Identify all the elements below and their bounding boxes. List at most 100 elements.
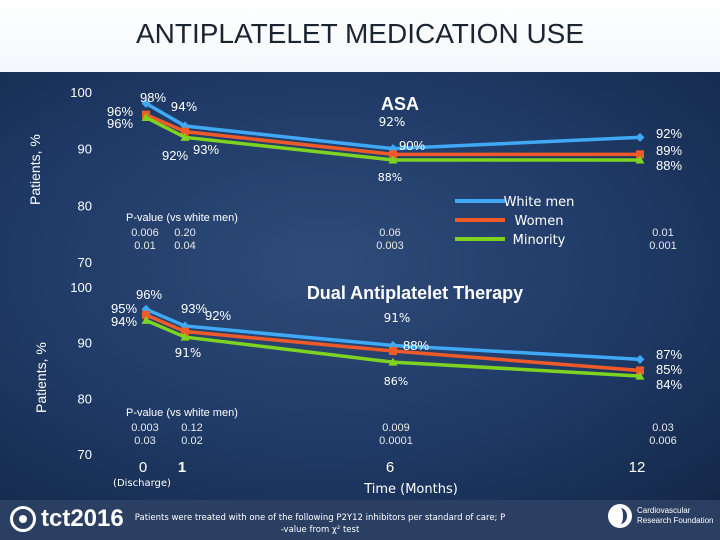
- series-line: [145, 307, 641, 362]
- data-label: 88%: [403, 338, 429, 353]
- pvalue-minority: 0.003: [376, 240, 404, 252]
- data-point: [141, 315, 151, 324]
- series-line: [145, 318, 641, 378]
- legend-label: Women: [515, 214, 564, 229]
- data-label: 89%: [656, 143, 682, 158]
- data-point: [388, 155, 398, 164]
- pvalue-women: 0.06: [379, 227, 400, 239]
- data-label: 92%: [162, 148, 188, 163]
- footer: [0, 500, 720, 540]
- data-label: 96%: [136, 287, 162, 302]
- data-label: 84%: [656, 377, 682, 392]
- pvalue-minority: 0.001: [649, 240, 677, 252]
- footnote: Patients were treated with one of the fo…: [110, 512, 530, 536]
- crf-logo-text: Cardiovascular Research Foundation: [637, 506, 714, 525]
- data-label: 96%: [107, 116, 133, 131]
- pvalue-minority: 0.01: [134, 240, 155, 252]
- pvalue-header: P-value (vs white men): [126, 212, 238, 224]
- x-tick-label: 1: [178, 459, 186, 476]
- x-tick-label: 12: [629, 459, 646, 476]
- data-label: 91%: [384, 311, 411, 325]
- data-point: [635, 132, 645, 142]
- data-label: 93%: [181, 301, 207, 316]
- data-label: 91%: [175, 346, 202, 360]
- data-point: [180, 132, 190, 141]
- data-point: [389, 150, 397, 159]
- data-label: 88%: [656, 158, 682, 173]
- data-label: 98%: [140, 90, 166, 105]
- data-label: 92%: [379, 115, 406, 129]
- pvalue-women: 0.003: [131, 422, 159, 434]
- pvalue-women: 0.12: [181, 422, 202, 434]
- pvalue-minority: 0.04: [174, 240, 195, 252]
- data-point: [180, 332, 190, 341]
- y-tick-label: 90: [78, 142, 92, 157]
- y-axis-title: Patients, %: [33, 342, 49, 413]
- pvalue-minority: 0.02: [181, 435, 202, 447]
- header-band: [0, 0, 720, 72]
- x-tick-label: 0: [139, 459, 147, 476]
- data-label: 92%: [656, 126, 682, 141]
- legend-label: Minority: [513, 233, 566, 248]
- data-point: [636, 366, 644, 375]
- pvalue-women: 0.006: [131, 227, 159, 239]
- x-tick-label: 6: [386, 459, 394, 476]
- tct-logo-text: tct2016: [41, 505, 124, 532]
- data-label: 90%: [399, 138, 425, 153]
- y-tick-label: 100: [70, 280, 92, 295]
- crf-logo: Cardiovascular Research Foundation: [608, 504, 717, 528]
- data-point: [141, 113, 151, 121]
- data-label: 86%: [384, 375, 408, 388]
- slide-title: ANTIPLATELET MEDICATION USE: [135, 18, 585, 49]
- pvalue-women: 0.009: [382, 422, 410, 434]
- y-tick-label: 70: [78, 447, 92, 462]
- pvalue-minority: 0.0001: [379, 435, 413, 447]
- y-axis-title: Patients, %: [27, 134, 43, 205]
- data-point: [636, 150, 644, 159]
- pvalue-women: 0.20: [174, 227, 195, 239]
- y-tick-label: 80: [78, 391, 92, 406]
- x-axis-title: Time (Months): [363, 482, 458, 497]
- tct-logo: tct2016: [10, 505, 124, 533]
- data-label: 87%: [656, 347, 682, 362]
- pvalue-minority: 0.006: [649, 435, 677, 447]
- data-label: 88%: [378, 171, 402, 184]
- chart-title-asa: ASA: [381, 94, 419, 114]
- data-label: 94%: [111, 314, 137, 329]
- data-point: [388, 357, 398, 366]
- data-point: [181, 127, 189, 136]
- series-line: [145, 115, 640, 162]
- legend-label: White men: [504, 195, 575, 210]
- series-line: [145, 101, 641, 151]
- y-tick-label: 70: [78, 255, 92, 270]
- data-label: 93%: [193, 142, 219, 157]
- series-line: [145, 113, 640, 157]
- pvalue-header: P-value (vs white men): [126, 407, 238, 419]
- pvalue-minority: 0.03: [134, 435, 155, 447]
- y-tick-label: 100: [70, 85, 92, 100]
- tct-logo-icon: [10, 506, 36, 532]
- x-sublabel: (Discharge): [113, 478, 171, 489]
- y-tick-label: 80: [78, 198, 92, 213]
- data-label: 85%: [656, 362, 682, 377]
- data-label: 92%: [205, 308, 231, 323]
- footnote-line-1: Patients were treated with one of the fo…: [134, 513, 506, 523]
- data-label: 94%: [171, 100, 198, 114]
- chart-title-dapt: Dual Antiplatelet Therapy: [307, 283, 523, 303]
- data-point: [635, 354, 645, 364]
- data-point: [181, 327, 189, 336]
- pvalue-women: 0.03: [652, 422, 673, 434]
- crf-logo-icon: [608, 504, 632, 528]
- data-label: 95%: [111, 301, 137, 316]
- data-point: [389, 347, 397, 356]
- data-point: [142, 310, 150, 319]
- pvalue-women: 0.01: [652, 227, 673, 239]
- footnote-line-2: -value from χ² test: [280, 525, 360, 535]
- data-label: 96%: [107, 104, 133, 119]
- data-point: [635, 155, 645, 164]
- series-line: [145, 313, 641, 373]
- y-tick-label: 90: [78, 336, 92, 351]
- data-point: [141, 98, 151, 108]
- data-point: [635, 371, 645, 380]
